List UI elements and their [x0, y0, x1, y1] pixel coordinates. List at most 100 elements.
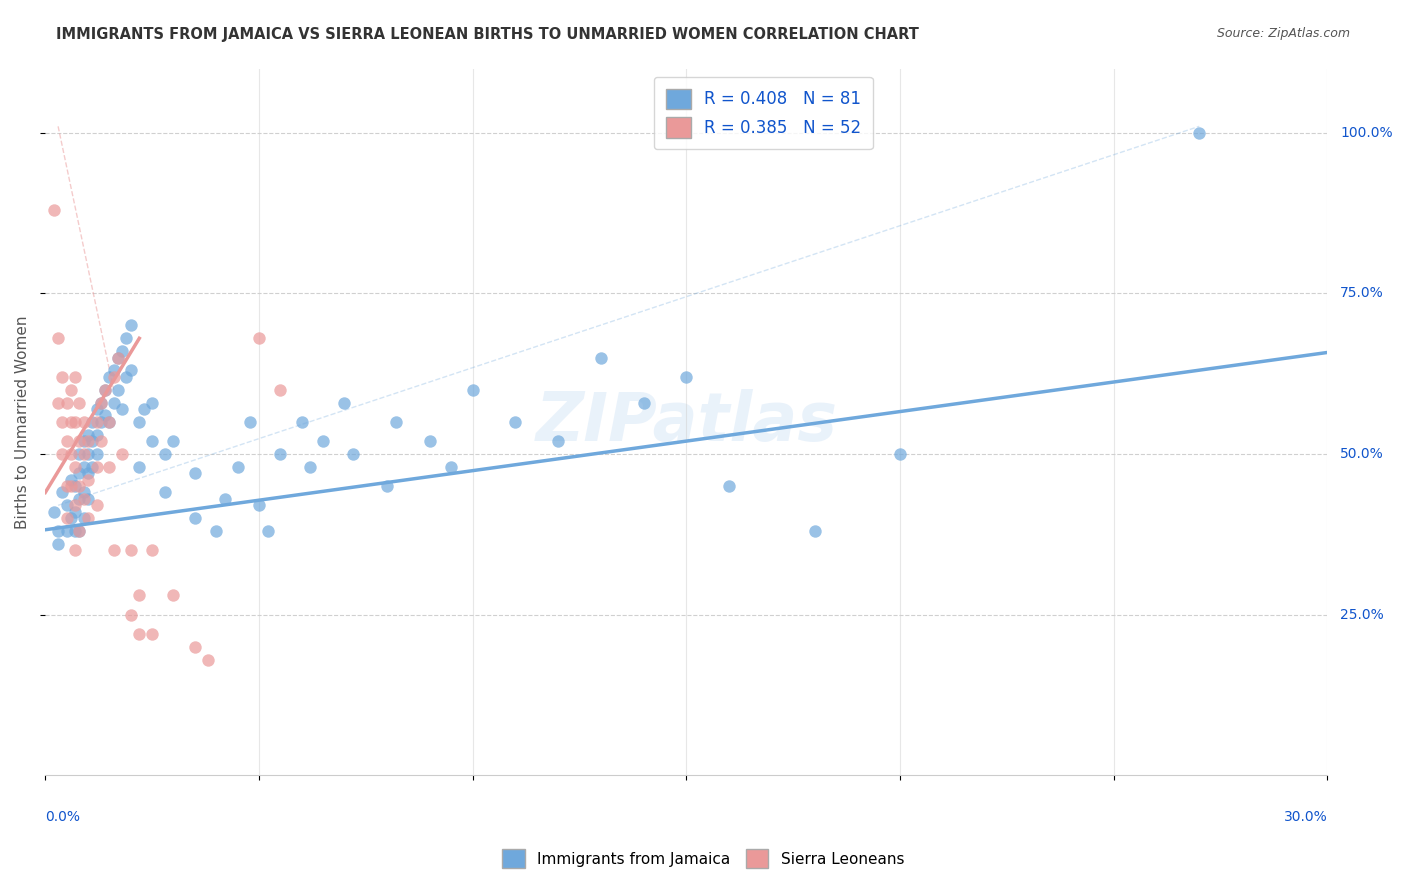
Point — [51, 447, 73, 461]
Point — [103, 395, 125, 409]
Point — [633, 395, 655, 409]
Point — [55, 434, 77, 449]
Point — [269, 383, 291, 397]
Point — [440, 459, 463, 474]
Point — [214, 491, 236, 506]
Point — [141, 395, 163, 409]
Point — [77, 491, 100, 506]
Point — [55, 479, 77, 493]
Point — [256, 524, 278, 538]
Point — [90, 434, 112, 449]
Point — [247, 331, 270, 345]
Point — [718, 479, 741, 493]
Point — [82, 415, 104, 429]
Point — [141, 434, 163, 449]
Point — [115, 331, 138, 345]
Point — [103, 363, 125, 377]
Point — [239, 415, 262, 429]
Text: 30.0%: 30.0% — [1284, 811, 1327, 824]
Text: IMMIGRANTS FROM JAMAICA VS SIERRA LEONEAN BIRTHS TO UNMARRIED WOMEN CORRELATION : IMMIGRANTS FROM JAMAICA VS SIERRA LEONEA… — [56, 27, 920, 42]
Point — [69, 524, 91, 538]
Text: 50.0%: 50.0% — [1340, 447, 1384, 461]
Point — [128, 415, 150, 429]
Point — [90, 395, 112, 409]
Point — [63, 499, 86, 513]
Point — [107, 383, 129, 397]
Point — [111, 401, 134, 416]
Point — [94, 383, 117, 397]
Point — [162, 588, 184, 602]
Point — [184, 467, 207, 481]
Point — [86, 459, 108, 474]
Point — [69, 524, 91, 538]
Point — [94, 409, 117, 423]
Point — [77, 511, 100, 525]
Point — [46, 537, 69, 551]
Point — [120, 318, 142, 333]
Point — [69, 434, 91, 449]
Point — [94, 383, 117, 397]
Point — [103, 543, 125, 558]
Text: Source: ZipAtlas.com: Source: ZipAtlas.com — [1216, 27, 1350, 40]
Point — [59, 415, 82, 429]
Point — [86, 447, 108, 461]
Point — [547, 434, 569, 449]
Point — [63, 369, 86, 384]
Point — [69, 479, 91, 493]
Point — [55, 524, 77, 538]
Point — [77, 467, 100, 481]
Point — [77, 427, 100, 442]
Point — [69, 395, 91, 409]
Point — [132, 401, 155, 416]
Point — [107, 351, 129, 365]
Point — [197, 652, 219, 666]
Point — [419, 434, 441, 449]
Point — [86, 499, 108, 513]
Point — [111, 344, 134, 359]
Point — [128, 627, 150, 641]
Point — [73, 447, 96, 461]
Point — [55, 499, 77, 513]
Point — [461, 383, 484, 397]
Point — [299, 459, 322, 474]
Point — [69, 447, 91, 461]
Point — [51, 369, 73, 384]
Point — [69, 467, 91, 481]
Point — [42, 202, 65, 217]
Point — [63, 505, 86, 519]
Point — [59, 447, 82, 461]
Point — [51, 415, 73, 429]
Point — [375, 479, 398, 493]
Point — [63, 543, 86, 558]
Point — [73, 491, 96, 506]
Point — [59, 473, 82, 487]
Point — [86, 401, 108, 416]
Y-axis label: Births to Unmarried Women: Births to Unmarried Women — [15, 315, 30, 529]
Point — [128, 459, 150, 474]
Point — [98, 415, 121, 429]
Point — [59, 383, 82, 397]
Point — [141, 627, 163, 641]
Point — [73, 459, 96, 474]
Point — [120, 543, 142, 558]
Point — [291, 415, 314, 429]
Point — [55, 395, 77, 409]
Point — [63, 524, 86, 538]
Point — [51, 485, 73, 500]
Text: 25.0%: 25.0% — [1340, 607, 1384, 622]
Point — [128, 588, 150, 602]
Point — [333, 395, 356, 409]
Point — [90, 415, 112, 429]
Text: 75.0%: 75.0% — [1340, 286, 1384, 301]
Point — [63, 415, 86, 429]
Point — [77, 473, 100, 487]
Point — [505, 415, 527, 429]
Text: 100.0%: 100.0% — [1340, 126, 1393, 140]
Point — [589, 351, 612, 365]
Point — [153, 485, 176, 500]
Point — [342, 447, 364, 461]
Point — [269, 447, 291, 461]
Point — [82, 459, 104, 474]
Point — [115, 369, 138, 384]
Point — [120, 363, 142, 377]
